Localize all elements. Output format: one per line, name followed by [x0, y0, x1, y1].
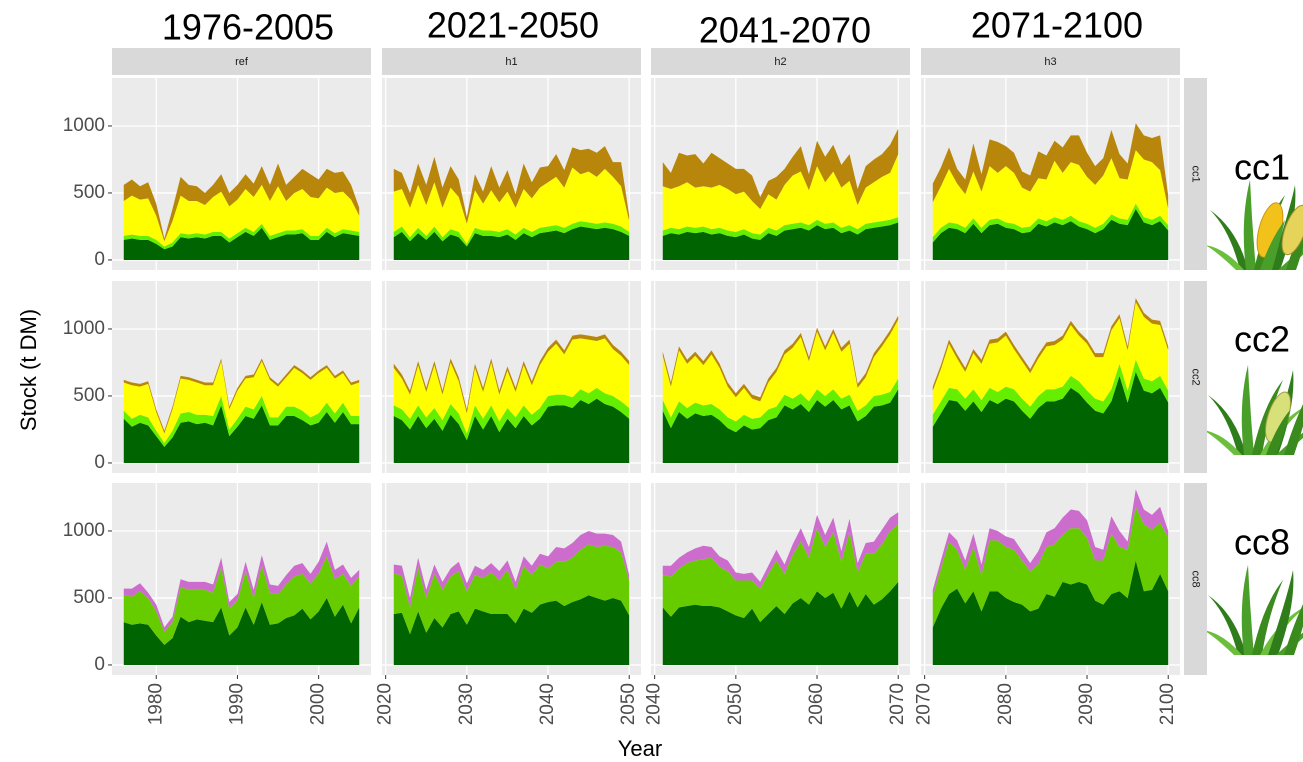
x-tick-label: 2100 [1157, 683, 1178, 725]
x-tick-label: 2080 [995, 683, 1016, 725]
panel [112, 78, 371, 270]
strip-label: h2 [774, 56, 786, 68]
panel [382, 483, 641, 675]
x-axis-label: Year [618, 736, 662, 761]
grass-corn-icon [1203, 365, 1303, 455]
panel [651, 78, 910, 270]
x-tick-label: 1990 [226, 683, 247, 725]
panel [112, 483, 371, 675]
x-tick-label: 2000 [308, 683, 329, 725]
strip-label: h3 [1044, 56, 1056, 68]
x-tick-label: 2070 [887, 683, 908, 725]
y-tick-label: 500 [73, 182, 105, 203]
panel [651, 483, 910, 675]
panel [921, 78, 1180, 270]
x-tick-label: 1980 [145, 683, 166, 725]
panel [382, 281, 641, 473]
strip-label: cc8 [1190, 570, 1202, 587]
row-label: cc2 [1234, 319, 1290, 360]
y-tick-label: 1000 [63, 520, 105, 541]
panel [112, 281, 371, 473]
period-title: 1976-2005 [162, 7, 334, 48]
y-tick-label: 1000 [63, 318, 105, 339]
panel [651, 281, 910, 473]
x-tick-label: 2030 [456, 683, 477, 725]
y-tick-label: 0 [94, 249, 105, 270]
x-tick-label: 2050 [618, 683, 639, 725]
x-tick-label: 2070 [914, 683, 935, 725]
x-tick-label: 2050 [725, 683, 746, 725]
y-tick-label: 500 [73, 385, 105, 406]
strip-label: ref [235, 56, 249, 68]
x-tick-label: 2040 [644, 683, 665, 725]
panel [921, 281, 1180, 473]
period-title: 2071-2100 [971, 5, 1143, 46]
x-tick-label: 2060 [806, 683, 827, 725]
grass-corn-icon [1205, 180, 1303, 270]
grass-icon [1203, 565, 1303, 655]
x-tick-label: 2090 [1076, 683, 1097, 725]
y-tick-label: 500 [73, 587, 105, 608]
y-tick-label: 0 [94, 452, 105, 473]
y-tick-label: 1000 [63, 115, 105, 136]
x-tick-label: 2040 [537, 683, 558, 725]
panel [921, 483, 1180, 675]
strip-label: cc1 [1190, 165, 1202, 182]
period-title: 2041-2070 [699, 10, 871, 51]
y-axis-label: Stock (t DM) [16, 309, 41, 431]
panel [382, 78, 641, 270]
y-tick-label: 0 [94, 654, 105, 675]
strip-label: h1 [505, 56, 517, 68]
row-label: cc1 [1234, 147, 1290, 188]
x-tick-label: 2020 [375, 683, 396, 725]
chart: Stock (t DM) Year 1976-2005 2021-2050 20… [0, 0, 1303, 762]
strip-label: cc2 [1190, 368, 1202, 385]
row-label: cc8 [1234, 522, 1290, 563]
period-title: 2021-2050 [427, 5, 599, 46]
